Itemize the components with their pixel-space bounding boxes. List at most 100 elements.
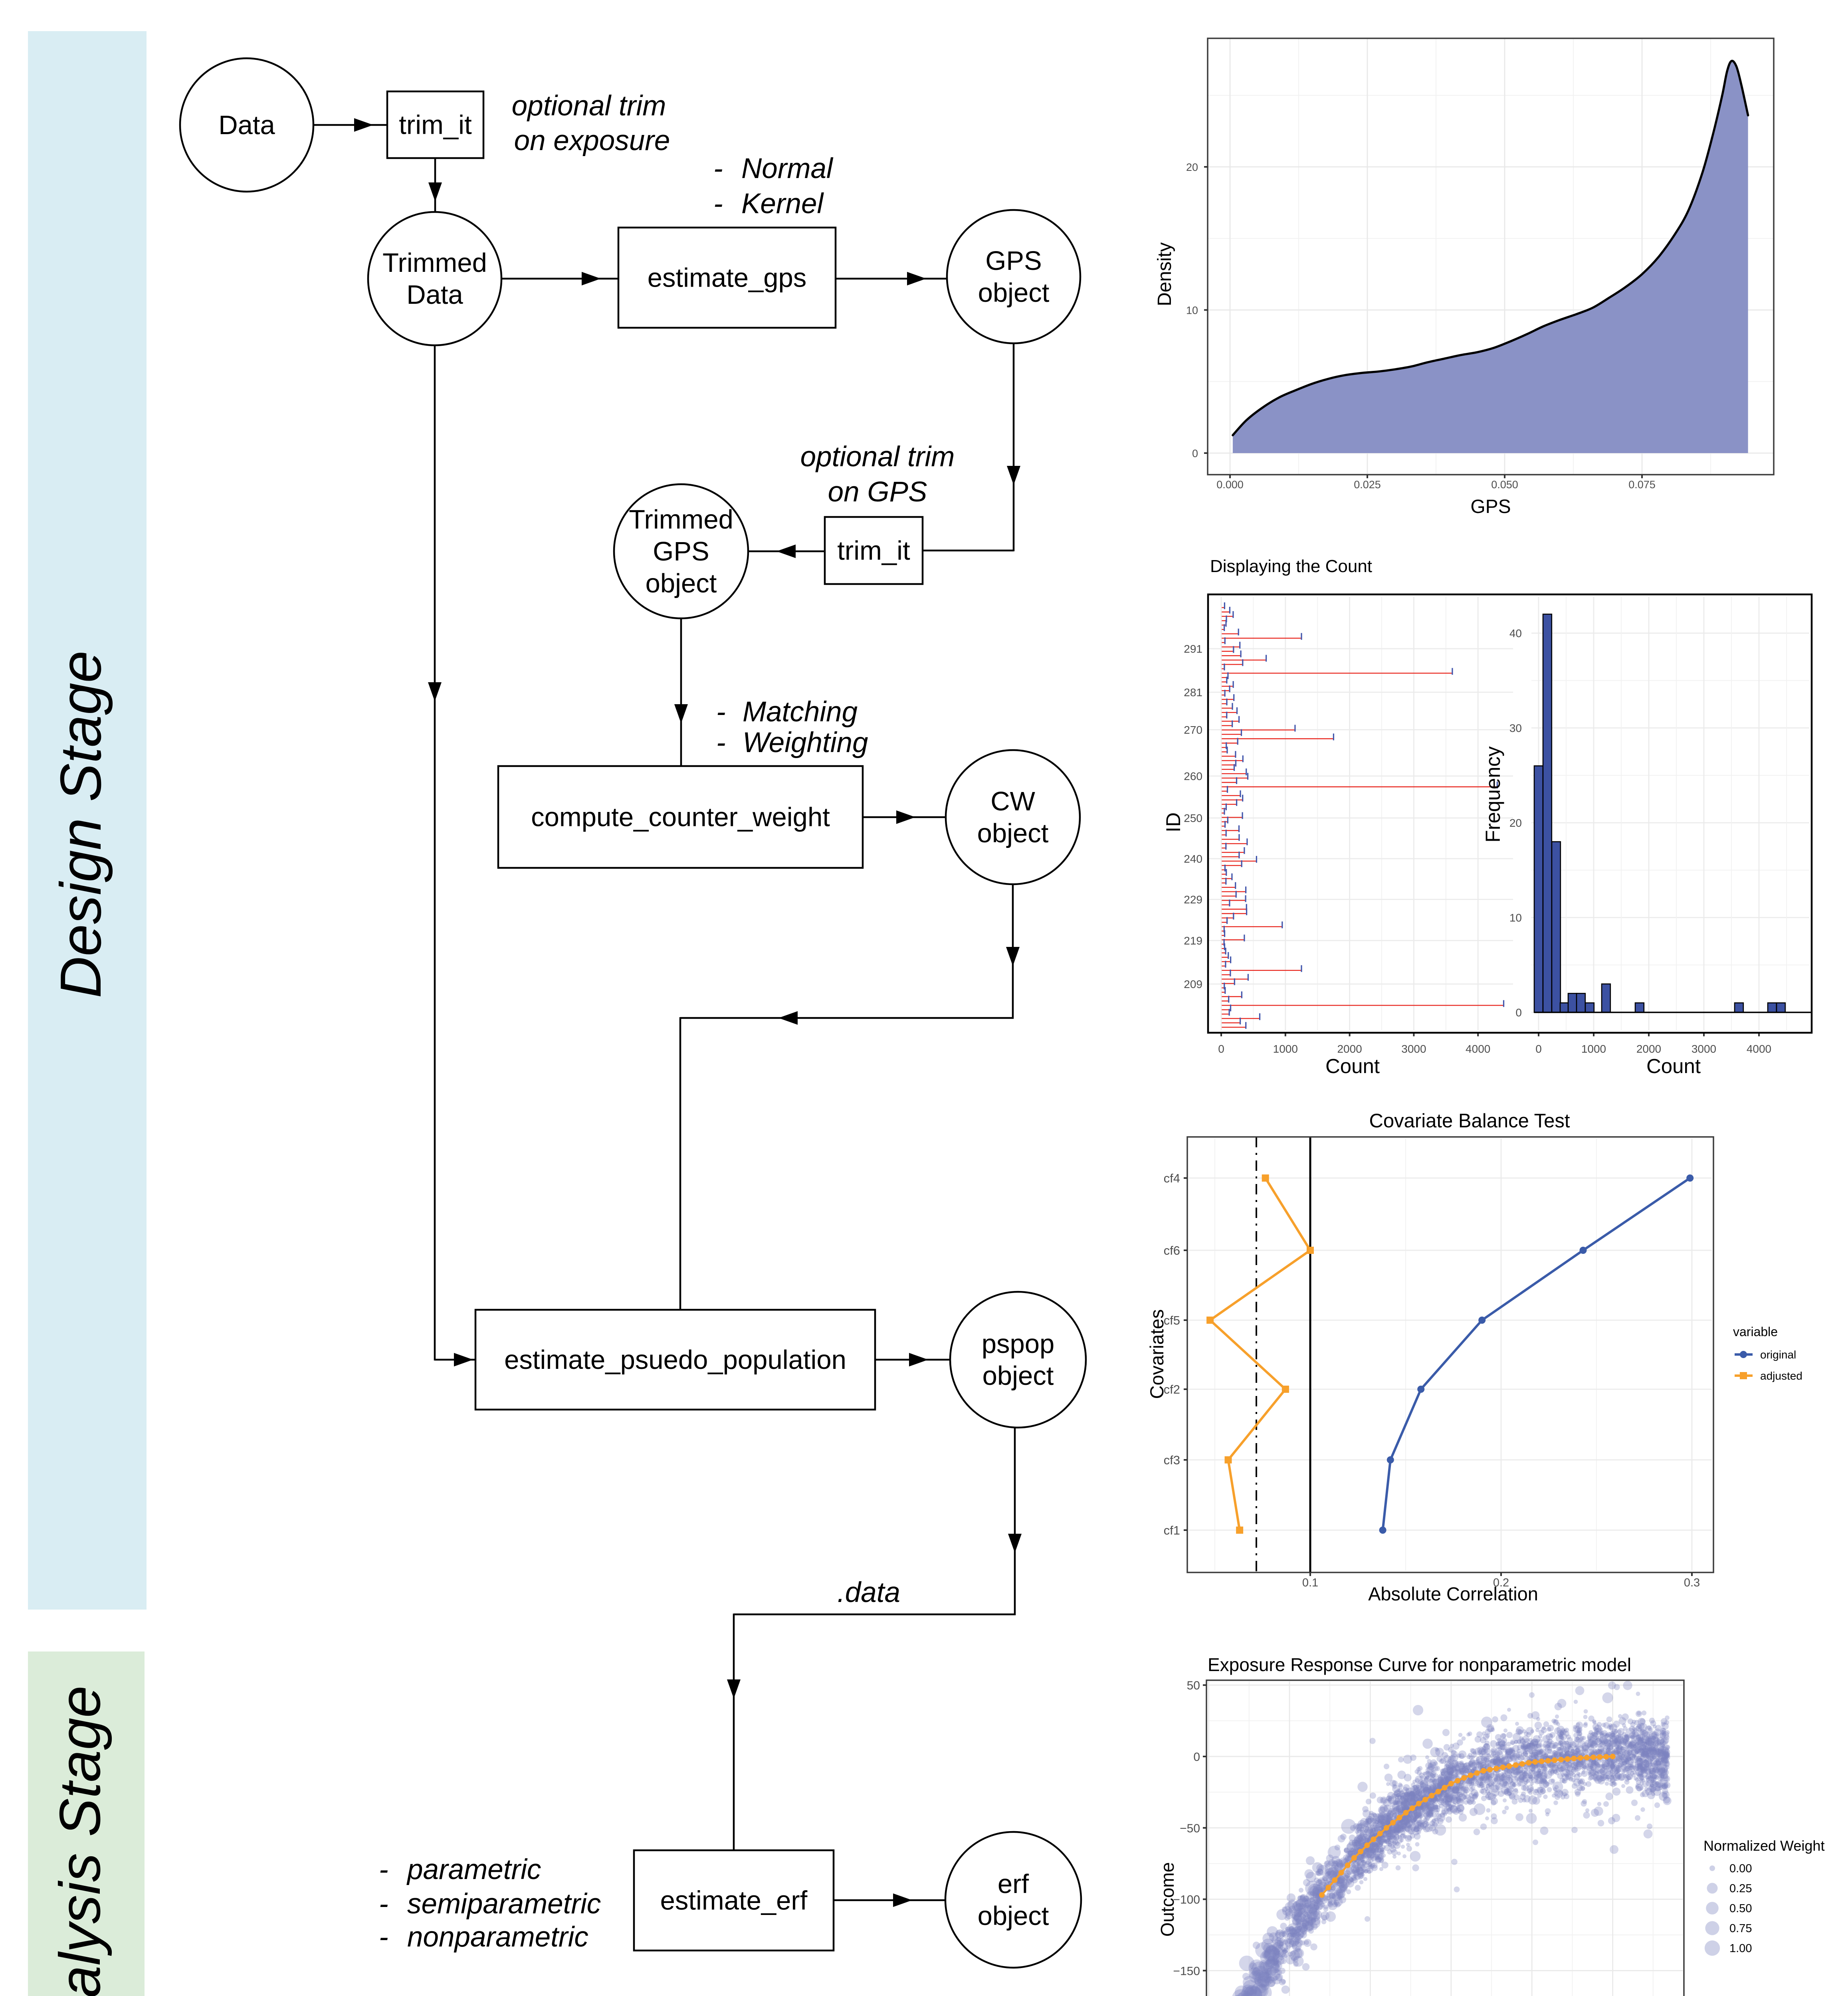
svg-text:optional trim: optional trim [512,90,666,122]
svg-text:Data: Data [218,110,275,140]
svg-text:estimate_gps: estimate_gps [648,263,807,293]
svg-text:0.050: 0.050 [1491,479,1518,491]
svg-text:trim_it: trim_it [837,536,910,566]
svg-text:object: object [978,1901,1049,1931]
svg-text:CW: CW [990,786,1035,816]
svg-text:variable: variable [1733,1325,1778,1339]
svg-text:estimate_psuedo_population: estimate_psuedo_population [504,1345,846,1375]
svg-text:1000: 1000 [1581,1043,1606,1055]
svg-text:260: 260 [1184,770,1202,782]
svg-text:Design Stage: Design Stage [48,651,113,998]
svg-text:0.025: 0.025 [1354,479,1381,491]
svg-text:219: 219 [1184,935,1202,947]
svg-text:cf2: cf2 [1164,1382,1180,1396]
svg-text:GPS: GPS [653,537,709,566]
svg-text:209: 209 [1184,978,1202,990]
svg-text:3000: 3000 [1692,1043,1716,1055]
svg-text:Weighting: Weighting [743,727,868,758]
svg-text:on exposure: on exposure [514,125,670,156]
svg-text:parametric: parametric [406,1854,541,1885]
svg-text:Matching: Matching [743,696,858,728]
svg-text:estimate_erf: estimate_erf [660,1886,808,1916]
svg-text:Frequency: Frequency [1482,746,1504,842]
svg-text:cf1: cf1 [1164,1523,1180,1537]
svg-text:0.00: 0.00 [1729,1862,1752,1875]
svg-text:0.075: 0.075 [1628,479,1656,491]
svg-text:object: object [646,568,717,598]
svg-text:0: 0 [1193,1750,1200,1764]
svg-text:Density: Density [1154,242,1175,306]
svg-text:GPS: GPS [1470,496,1511,517]
svg-text:0: 0 [1535,1043,1542,1055]
svg-text:GPS: GPS [985,246,1042,276]
svg-text:1.00: 1.00 [1729,1942,1752,1955]
svg-text:-: - [716,696,726,728]
svg-text:0: 0 [1218,1043,1224,1055]
svg-text:Exposure Response Curve for no: Exposure Response Curve for nonparametri… [1208,1654,1631,1675]
svg-text:Covariate Balance Test: Covariate Balance Test [1369,1110,1570,1132]
svg-text:cf4: cf4 [1164,1171,1180,1185]
svg-text:281: 281 [1184,686,1202,699]
svg-text:0.1: 0.1 [1302,1576,1318,1589]
svg-text:10: 10 [1509,912,1522,924]
svg-text:0.2: 0.2 [1493,1576,1509,1589]
svg-text:−150: −150 [1173,1964,1200,1978]
svg-text:Data: Data [406,280,463,310]
svg-text:ID: ID [1162,812,1184,832]
svg-text:-: - [379,1854,388,1885]
svg-text:4000: 4000 [1466,1043,1490,1055]
svg-text:270: 270 [1184,724,1202,736]
svg-text:cf5: cf5 [1164,1313,1180,1327]
svg-text:optional trim: optional trim [800,441,955,473]
svg-text:pspop: pspop [982,1329,1055,1359]
svg-text:20: 20 [1509,817,1522,829]
svg-text:10: 10 [1186,305,1198,317]
svg-text:Displaying the Count: Displaying the Count [1210,556,1372,576]
svg-text:50: 50 [1187,1679,1200,1692]
svg-text:1000: 1000 [1273,1043,1298,1055]
svg-text:-: - [716,727,726,758]
svg-text:240: 240 [1184,853,1202,865]
svg-text:30: 30 [1509,722,1522,735]
svg-text:nonparametric: nonparametric [407,1921,588,1953]
svg-text:Kernel: Kernel [741,188,824,220]
svg-text:Count: Count [1325,1055,1380,1077]
svg-text:3000: 3000 [1401,1043,1426,1055]
svg-text:Analysis Stage: Analysis Stage [48,1685,112,1996]
svg-text:2000: 2000 [1337,1043,1362,1055]
svg-text:object: object [982,1361,1054,1391]
svg-text:−50: −50 [1180,1822,1200,1835]
svg-text:trim_it: trim_it [399,110,472,140]
svg-text:original: original [1760,1348,1796,1361]
svg-text:object: object [977,818,1049,848]
svg-text:4000: 4000 [1747,1043,1771,1055]
svg-text:40: 40 [1509,627,1522,640]
svg-text:Outcome: Outcome [1157,1862,1178,1937]
svg-text:cf6: cf6 [1164,1244,1180,1257]
svg-text:0: 0 [1515,1006,1522,1019]
svg-text:229: 229 [1184,893,1202,906]
svg-text:on GPS: on GPS [828,476,927,508]
svg-text:291: 291 [1184,643,1202,655]
svg-text:-: - [713,153,723,184]
svg-text:2000: 2000 [1636,1043,1661,1055]
svg-text:erf: erf [998,1869,1029,1899]
svg-text:Absolute Correlation: Absolute Correlation [1368,1583,1538,1604]
svg-text:semiparametric: semiparametric [407,1888,601,1920]
svg-text:-: - [379,1921,388,1953]
svg-text:adjusted: adjusted [1760,1370,1802,1382]
svg-text:object: object [978,278,1050,308]
svg-text:0.50: 0.50 [1729,1902,1752,1915]
svg-text:250: 250 [1184,812,1202,824]
svg-text:Normalized Weight: Normalized Weight [1703,1838,1824,1854]
svg-text:-: - [379,1888,388,1920]
svg-text:-: - [713,188,723,220]
svg-text:Trimmed: Trimmed [629,505,733,535]
svg-text:Trimmed: Trimmed [382,248,487,278]
svg-text:Count: Count [1646,1055,1701,1077]
svg-text:cf3: cf3 [1164,1453,1180,1467]
svg-text:0: 0 [1192,448,1198,459]
svg-text:20: 20 [1186,161,1198,173]
svg-text:compute_counter_weight: compute_counter_weight [531,802,830,832]
svg-text:0.000: 0.000 [1216,479,1244,491]
